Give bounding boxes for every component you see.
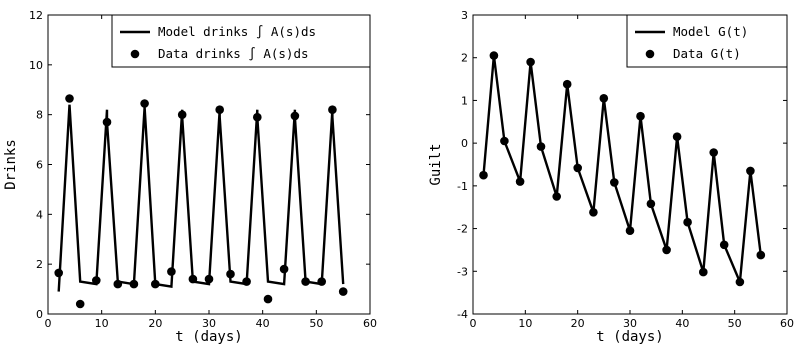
x-tick-label: 20 [148, 317, 162, 330]
drinks-data-point [242, 277, 251, 286]
drinks-data-point [279, 264, 289, 274]
guilt-data-point [756, 250, 766, 260]
guilt-model-line [482, 55, 762, 283]
y-tick-label: 6 [36, 159, 43, 172]
guilt-data-point [610, 178, 619, 187]
legend-data-label: Data drinks ∫ A(s)ds [158, 46, 309, 61]
drinks-data-point [75, 299, 85, 309]
guilt-data-point [672, 132, 682, 141]
guilt-data-point [746, 166, 755, 176]
drinks-data-point [215, 105, 224, 114]
y-axis-label: Drinks [3, 139, 19, 190]
y-tick-label: 0 [461, 137, 468, 150]
y-tick-label: 4 [36, 208, 43, 221]
drinks-model-line [57, 104, 345, 292]
x-tick-label: 40 [675, 317, 689, 330]
guilt-data-point [735, 277, 745, 287]
guilt-data-point [536, 142, 546, 151]
x-tick-label: 50 [309, 317, 323, 330]
guilt-data-point [683, 217, 692, 227]
y-tick-label: -3 [457, 265, 468, 278]
drinks-data-point [113, 279, 123, 289]
x-tick-label: 20 [571, 317, 585, 330]
guilt-data-point [662, 245, 671, 255]
drinks-data-point [204, 274, 214, 284]
guilt-data-point [573, 163, 582, 173]
x-tick-label: 10 [95, 317, 109, 330]
guilt-data-point [719, 240, 729, 250]
legend-data-label: Data G(t) [673, 46, 741, 61]
y-tick-label: 12 [29, 9, 43, 22]
drinks-data-point [252, 112, 262, 122]
y-tick-label: 10 [29, 59, 43, 72]
guilt-data-point [526, 57, 535, 67]
guilt-data-point [589, 208, 598, 217]
drinks-data-point [263, 294, 273, 304]
drinks-data-point [102, 117, 112, 127]
drinks-data-point [290, 111, 300, 121]
y-tick-label: 1 [461, 94, 468, 107]
drinks-data-point [317, 277, 327, 286]
y-tick-label: 2 [36, 258, 43, 271]
legend-marker-swatch [645, 49, 655, 59]
x-tick-label: 50 [728, 317, 742, 330]
y-tick-label: 3 [461, 9, 468, 22]
x-tick-label: 0 [470, 317, 477, 330]
drinks-data-point [129, 279, 139, 289]
y-tick-label: 0 [36, 308, 43, 321]
drinks-plot: 0 10 20 30 40 50 60 0 2 4 6 8 10 12 t (days) Drinks Mode… [3, 9, 377, 345]
drinks-data-point [92, 276, 101, 285]
guilt-data-point [515, 177, 525, 186]
guilt-data-point [599, 94, 609, 103]
drinks-data-point [140, 99, 149, 108]
x-tick-label: 0 [45, 317, 52, 330]
x-axis-label: t (days) [175, 329, 242, 345]
drinks-data-point [65, 94, 74, 103]
y-axis-label: Guilt [428, 143, 444, 185]
drinks-data-point [177, 110, 187, 119]
legend-box [111, 14, 371, 68]
guilt-data-point [625, 226, 635, 235]
guilt-data-point [562, 79, 572, 89]
x-tick-label: 60 [363, 317, 377, 330]
drinks-data-point [301, 277, 310, 286]
drinks-data-point [54, 268, 63, 278]
guilt-data-point [479, 170, 488, 180]
y-tick-label: 8 [36, 109, 43, 122]
guilt-plot: 0 10 20 30 40 50 60 -4 -3 -2 -1 0 1 2 3 t (days) Guilt Mo… [428, 9, 794, 345]
drinks-data-point [328, 105, 337, 114]
guilt-data-point [636, 111, 645, 121]
guilt-data-point [646, 199, 656, 209]
x-tick-label: 30 [202, 317, 216, 330]
x-tick-label: 40 [256, 317, 270, 330]
x-tick-label: 60 [780, 317, 794, 330]
y-tick-label: -4 [457, 308, 468, 321]
y-tick-label: 2 [461, 52, 468, 65]
legend-marker-swatch [130, 49, 140, 59]
drinks-data-point [167, 267, 176, 276]
drinks-data-point [338, 287, 348, 296]
legend-model-label: Model G(t) [673, 24, 748, 39]
drinks-data-point [151, 279, 160, 289]
drinks-data-point [226, 269, 235, 279]
guilt-data-point [500, 136, 509, 146]
y-tick-label: -2 [457, 223, 468, 236]
legend-box [626, 14, 788, 68]
x-tick-label: 10 [518, 317, 532, 330]
drinks-data-point [188, 274, 198, 284]
legend-model-label: Model drinks ∫ A(s)ds [158, 24, 316, 39]
guilt-data-point [552, 192, 561, 201]
x-tick-label: 30 [623, 317, 637, 330]
y-tick-label: -1 [457, 180, 468, 193]
guilt-data-point [709, 148, 718, 157]
x-axis-label: t (days) [596, 329, 663, 345]
guilt-data-point [489, 51, 499, 60]
guilt-data-point [699, 267, 708, 277]
